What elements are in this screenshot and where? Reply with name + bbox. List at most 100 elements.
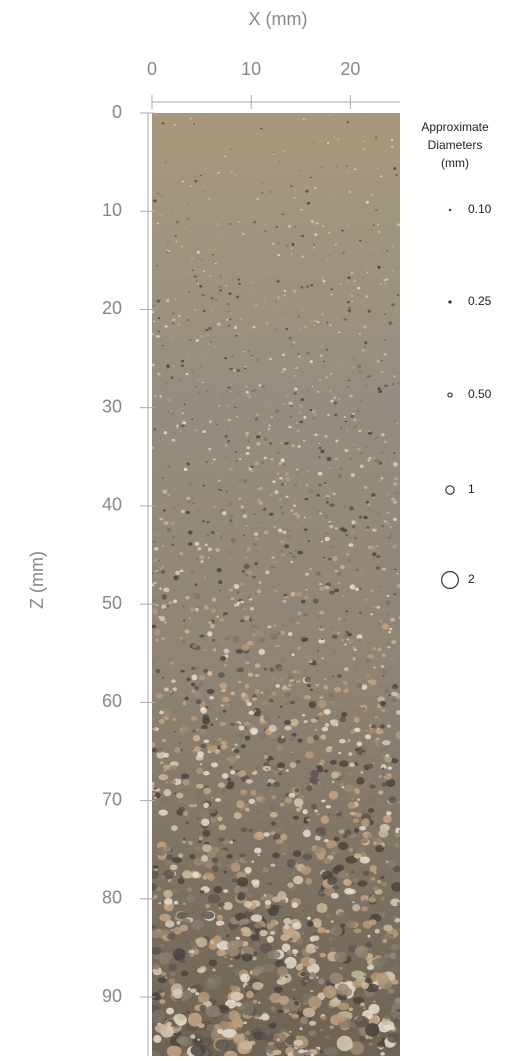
grain — [220, 656, 226, 661]
grain — [219, 1021, 229, 1030]
grain — [314, 433, 317, 436]
grain — [320, 586, 325, 590]
grain — [206, 446, 210, 449]
grain — [258, 501, 263, 505]
grain — [283, 403, 285, 405]
grain — [287, 688, 291, 691]
grain — [361, 752, 365, 755]
grain — [300, 286, 303, 288]
grain — [154, 558, 158, 562]
grain — [245, 779, 252, 784]
grain — [346, 610, 348, 612]
grain — [256, 630, 262, 636]
grain — [203, 218, 204, 219]
grain — [197, 793, 206, 801]
grain — [200, 729, 206, 735]
grain — [354, 853, 361, 858]
grain — [166, 781, 168, 783]
grain — [347, 301, 350, 303]
grain — [246, 768, 254, 774]
grain — [295, 1009, 296, 1010]
grain — [343, 619, 346, 621]
grain — [171, 544, 174, 546]
grain — [244, 616, 250, 621]
grain — [310, 689, 313, 691]
grain — [319, 513, 322, 515]
grain — [244, 901, 252, 908]
grain — [254, 532, 258, 536]
grain — [184, 339, 186, 341]
grain — [231, 863, 241, 872]
grain — [307, 921, 314, 927]
grain — [279, 498, 281, 500]
grain — [149, 669, 156, 674]
grain — [195, 788, 204, 795]
grain — [186, 497, 190, 500]
grain — [270, 566, 274, 569]
grain — [237, 770, 246, 777]
grain — [226, 295, 228, 296]
grain — [365, 599, 368, 601]
grain — [399, 211, 401, 213]
grain — [314, 729, 317, 731]
grain — [228, 597, 230, 598]
grain — [329, 390, 331, 392]
grain — [187, 203, 189, 204]
grain — [328, 558, 332, 560]
grain — [348, 386, 350, 387]
grain — [201, 259, 203, 260]
grain — [338, 332, 341, 334]
grain — [326, 914, 332, 918]
grain — [271, 556, 275, 559]
grain — [260, 128, 262, 130]
grain — [265, 271, 266, 272]
grain — [215, 913, 217, 914]
grain — [238, 733, 244, 738]
grain — [200, 890, 205, 893]
grain — [360, 857, 370, 864]
grain — [292, 444, 295, 447]
grain — [222, 144, 223, 145]
grain — [388, 203, 390, 204]
grain — [332, 650, 337, 653]
grain — [282, 706, 284, 707]
grain — [369, 679, 377, 685]
grain — [395, 645, 399, 648]
grain — [373, 186, 374, 187]
grain — [261, 701, 266, 705]
grain — [179, 788, 182, 790]
grain — [353, 426, 357, 429]
grain — [204, 872, 214, 878]
grain — [331, 893, 339, 899]
grain — [229, 965, 233, 968]
grain — [151, 802, 159, 807]
grain — [245, 736, 251, 741]
grain — [286, 956, 288, 957]
grain — [396, 477, 398, 479]
grain — [313, 247, 315, 248]
grain — [246, 991, 254, 998]
grain — [267, 950, 280, 959]
grain — [315, 571, 321, 575]
grain — [269, 190, 272, 193]
grain — [227, 428, 230, 430]
grain — [219, 825, 227, 831]
grain — [360, 400, 362, 402]
grain — [173, 576, 178, 581]
legend-size — [448, 393, 452, 397]
grain — [282, 431, 283, 432]
grain — [357, 880, 367, 886]
grain — [284, 689, 288, 693]
grain — [277, 296, 280, 298]
grain — [256, 359, 259, 361]
grain — [176, 354, 178, 356]
grain — [261, 692, 263, 694]
grain — [209, 420, 212, 422]
grain — [293, 876, 303, 884]
grain — [197, 547, 201, 550]
grain — [217, 738, 222, 741]
grain — [217, 817, 223, 822]
grain — [314, 663, 317, 665]
grain — [292, 871, 295, 874]
grain — [225, 285, 227, 286]
